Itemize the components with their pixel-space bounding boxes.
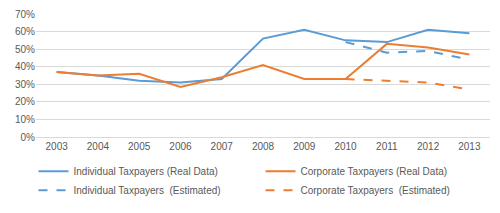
svg-text:60%: 60% xyxy=(15,26,35,37)
svg-text:Corporate Taxpayers (Estimate: Corporate Taxpayers (Estimated) xyxy=(301,185,450,196)
svg-text:2011: 2011 xyxy=(376,141,398,152)
svg-text:50%: 50% xyxy=(15,44,35,55)
svg-text:2009: 2009 xyxy=(293,141,316,152)
svg-text:Individual Taxpayers (Estimat: Individual Taxpayers (Estimated) xyxy=(74,185,221,196)
svg-text:2005: 2005 xyxy=(128,141,151,152)
svg-text:2008: 2008 xyxy=(252,141,275,152)
svg-text:2003: 2003 xyxy=(46,141,69,152)
svg-text:2013: 2013 xyxy=(458,141,481,152)
svg-text:2007: 2007 xyxy=(211,141,234,152)
svg-text:Corporate Taxpayers (Real Data: Corporate Taxpayers (Real Data) xyxy=(301,166,448,177)
svg-text:2006: 2006 xyxy=(169,141,192,152)
svg-text:20%: 20% xyxy=(15,96,35,107)
svg-text:30%: 30% xyxy=(15,79,35,90)
svg-text:0%: 0% xyxy=(21,132,36,143)
svg-text:2010: 2010 xyxy=(334,141,357,152)
svg-text:2004: 2004 xyxy=(87,141,110,152)
svg-text:10%: 10% xyxy=(15,114,35,125)
svg-text:Individual Taxpayers (Real Dat: Individual Taxpayers (Real Data) xyxy=(74,166,218,177)
svg-text:40%: 40% xyxy=(15,61,35,72)
svg-text:70%: 70% xyxy=(15,9,35,20)
svg-text:2012: 2012 xyxy=(417,141,440,152)
